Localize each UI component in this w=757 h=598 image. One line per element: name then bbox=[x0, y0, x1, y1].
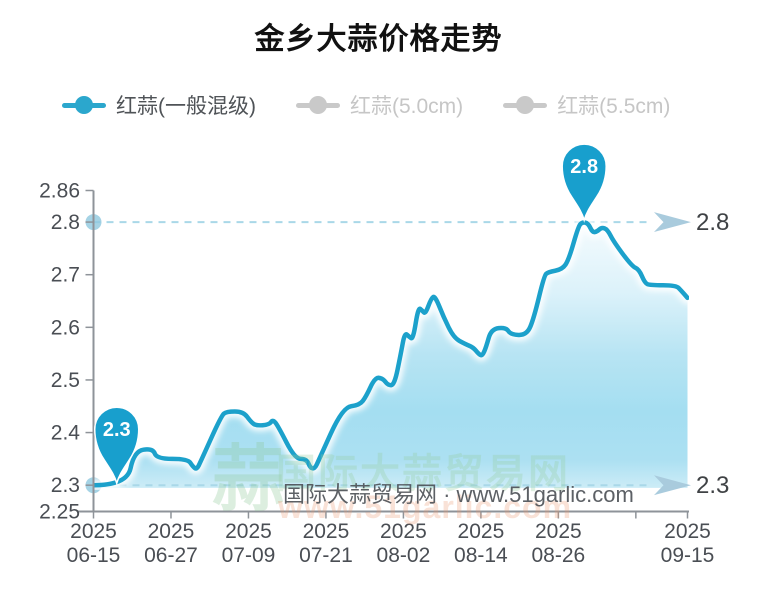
ref-line-label: 2.3 bbox=[696, 472, 729, 499]
x-tick-label: 2025 07-21 bbox=[299, 520, 353, 567]
legend-item-label: 红蒜(5.0cm) bbox=[350, 95, 464, 118]
pin-label: 2.8 bbox=[570, 156, 598, 178]
x-tick-label: 2025 09-15 bbox=[661, 520, 715, 567]
x-tick-label: 2025 08-02 bbox=[377, 520, 431, 567]
x-tick-label: 2025 08-14 bbox=[454, 520, 508, 567]
y-tick-label: 2.6 bbox=[51, 316, 80, 339]
legend-line-dot-icon bbox=[62, 96, 106, 114]
x-tick-label: 2025 06-27 bbox=[144, 520, 198, 567]
x-axis-labels: 2025 06-15 2025 06-27 2025 07-09 2025 07-21 2025… bbox=[67, 511, 715, 567]
axes bbox=[77, 190, 689, 513]
pin-label: 2.3 bbox=[103, 419, 131, 441]
y-tick-label: 2.7 bbox=[51, 264, 80, 287]
pin-icon bbox=[93, 406, 140, 486]
legend-item-red-garlic-5-0cm[interactable]: 红蒜(5.0cm) bbox=[296, 90, 463, 120]
y-tick-label: 2.86 bbox=[39, 180, 80, 203]
y-axis-labels: 2.25 2.3 2.4 2.5 2.6 2.7 2.8 2.86 bbox=[39, 180, 94, 524]
pin-marker-min: 2.3 bbox=[93, 406, 140, 486]
arrow-right-icon bbox=[654, 212, 691, 232]
legend-line-dot-icon bbox=[503, 96, 548, 114]
legend-item-label: 红蒜(一般混级) bbox=[116, 95, 256, 118]
y-tick-label: 2.25 bbox=[39, 501, 80, 524]
series-line bbox=[93, 220, 689, 488]
legend: 红蒜(一般混级) 红蒜(5.0cm) 红蒜(5.5cm) bbox=[62, 90, 710, 120]
legend-line-dot-icon bbox=[296, 96, 340, 114]
y-tick-label: 2.8 bbox=[51, 211, 80, 234]
series-area-fill bbox=[93, 222, 688, 488]
y-tick-label: 2.3 bbox=[51, 474, 80, 497]
ref-line-label: 2.8 bbox=[696, 209, 729, 236]
legend-item-red-garlic-mixed[interactable]: 红蒜(一般混级) bbox=[62, 90, 256, 120]
pin-marker-max: 2.8 bbox=[561, 143, 607, 223]
x-tick-label: 2025 08-26 bbox=[532, 520, 586, 567]
arrow-right-icon bbox=[654, 475, 691, 496]
pin-icon bbox=[561, 143, 607, 223]
y-tick-label: 2.5 bbox=[51, 369, 80, 392]
y-tick-label: 2.4 bbox=[51, 422, 81, 445]
x-tick-label: 2025 07-09 bbox=[222, 520, 276, 567]
page-title: 金乡大蒜价格走势 bbox=[254, 23, 503, 56]
legend-item-label: 红蒜(5.5cm) bbox=[557, 95, 671, 118]
x-tick-label: 2025 06-15 bbox=[67, 520, 121, 567]
legend-item-red-garlic-5-5cm[interactable]: 红蒜(5.5cm) bbox=[503, 90, 670, 120]
